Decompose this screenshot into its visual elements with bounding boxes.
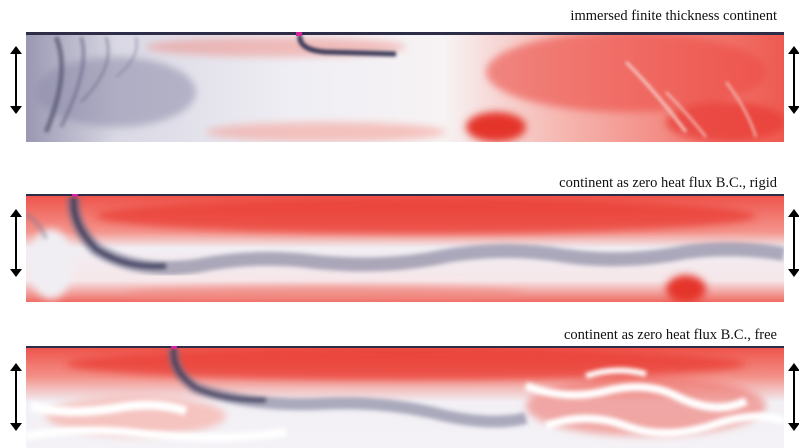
panel-3-caption: continent as zero heat flux B.C., free (564, 327, 777, 343)
panel-2-caption: continent as zero heat flux B.C., rigid (559, 175, 777, 191)
panel-1-caption: immersed finite thickness continent (570, 8, 777, 24)
right-double-arrow-icon (787, 45, 799, 115)
left-double-arrow-icon (9, 45, 23, 115)
right-double-arrow-icon (787, 208, 799, 278)
left-double-arrow-icon (9, 208, 23, 278)
left-double-arrow-icon (9, 362, 23, 432)
panel-1-convection-field (26, 32, 784, 142)
panel-3-convection-field (26, 346, 784, 448)
right-double-arrow-icon (787, 362, 799, 432)
panel-2-convection-field (26, 194, 784, 302)
